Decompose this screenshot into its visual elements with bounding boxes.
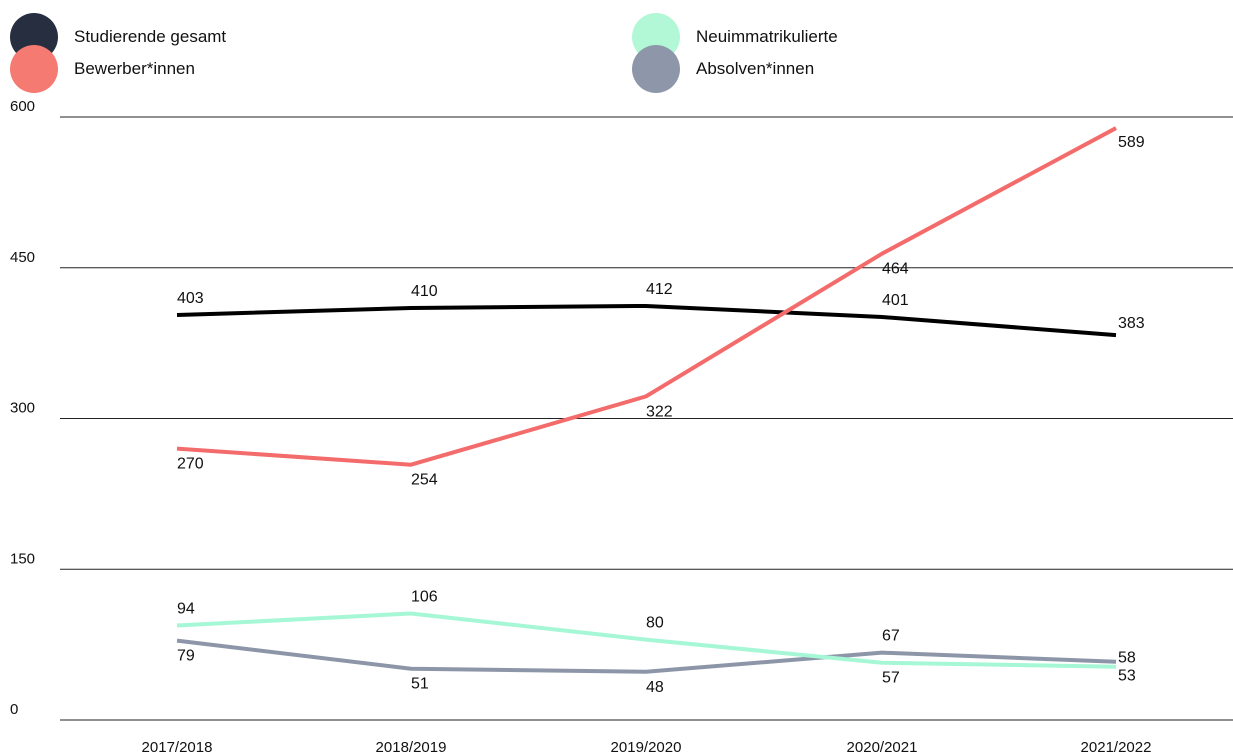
x-tick-label-4: 2021/2022 <box>1081 739 1152 754</box>
series-line-bewerber <box>176 126 1117 467</box>
legend: Studierende gesamt Bewerber*innen Neuimm… <box>0 0 1233 110</box>
y-tick-label-150: 150 <box>10 550 35 567</box>
data-label-absolv-1: 51 <box>411 676 429 693</box>
y-tick-label-600: 600 <box>10 98 35 115</box>
legend-swatch-absolventen <box>632 45 680 93</box>
data-label-absolv-2: 48 <box>646 679 664 696</box>
y-tick-label-300: 300 <box>10 400 35 417</box>
legend-item-absolventen: Absolven*innen <box>632 45 814 93</box>
data-label-neuimma-1: 106 <box>411 588 438 605</box>
data-label-studierende-1: 410 <box>411 283 438 300</box>
data-label-studierende-4: 383 <box>1118 315 1145 332</box>
y-tick-label-0: 0 <box>10 701 18 718</box>
legend-label-neuimmatrikulierte: Neuimmatrikulierte <box>696 27 838 46</box>
legend-label-studierende: Studierende gesamt <box>74 27 227 46</box>
data-label-bewerber-4: 589 <box>1118 134 1145 151</box>
series-line-neuimma <box>176 611 1117 669</box>
data-label-absolv-3: 67 <box>882 628 900 645</box>
series-line-studierende <box>176 303 1117 338</box>
legend-label-absolventen: Absolven*innen <box>696 59 815 78</box>
data-label-bewerber-3: 464 <box>882 261 909 278</box>
x-tick-label-3: 2020/2021 <box>847 739 918 754</box>
data-label-neuimma-0: 94 <box>177 601 195 618</box>
x-tick-label-0: 2017/2018 <box>142 739 213 754</box>
data-label-absolv-4: 58 <box>1118 650 1136 667</box>
legend-swatch-bewerber <box>10 45 58 93</box>
data-label-studierende-3: 401 <box>882 292 909 309</box>
legend-item-bewerber: Bewerber*innen <box>10 45 195 93</box>
data-label-studierende-0: 403 <box>177 290 204 307</box>
data-label-neuimma-4: 53 <box>1118 668 1136 685</box>
data-label-neuimma-2: 80 <box>646 615 664 632</box>
legend-label-bewerber: Bewerber*innen <box>74 59 195 78</box>
y-tick-label-450: 450 <box>10 249 35 266</box>
data-label-absolv-0: 79 <box>177 648 195 665</box>
data-label-bewerber-1: 254 <box>411 472 438 489</box>
data-label-bewerber-0: 270 <box>177 456 204 473</box>
data-label-bewerber-2: 322 <box>646 403 673 420</box>
series-line-absolv <box>176 638 1117 674</box>
x-tick-label-2: 2019/2020 <box>611 739 682 754</box>
data-label-neuimma-3: 57 <box>882 670 900 687</box>
x-tick-label-1: 2018/2019 <box>376 739 447 754</box>
data-label-studierende-2: 412 <box>646 281 673 298</box>
